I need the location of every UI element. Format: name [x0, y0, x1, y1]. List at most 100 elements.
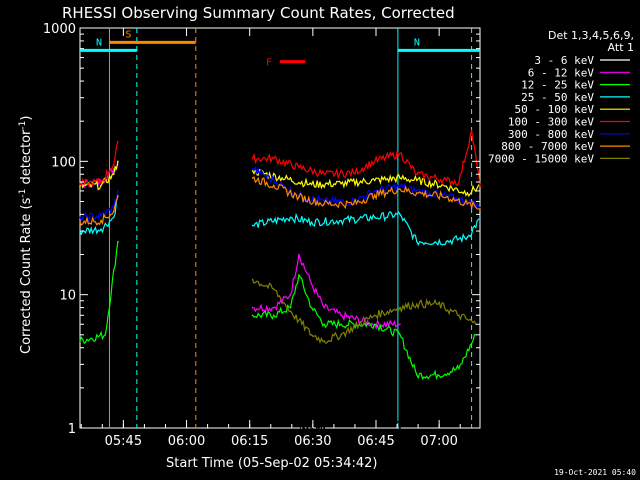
point-100-300-kev-13 — [458, 181, 460, 183]
point-25-50-kev-2 — [112, 216, 115, 219]
point-50-100-kev-5 — [281, 177, 283, 179]
point-800-7000-kev-11 — [416, 192, 418, 194]
point-12-25-kev-12 — [416, 374, 418, 376]
flag-label-n-1: N — [96, 37, 102, 48]
point-12-25-kev-8 — [323, 323, 326, 326]
point-6-12-kev-11 — [399, 323, 401, 326]
point-25-50-kev-12 — [466, 236, 469, 238]
point-300-800-kev-5 — [272, 179, 275, 182]
point-50-100-kev-0 — [79, 185, 81, 188]
point-7000-15000-kev-4 — [323, 340, 326, 342]
point-50-100-kev-10 — [416, 179, 418, 182]
series-line-300-800-kev — [252, 166, 481, 211]
series-line-12-25-kev — [79, 241, 119, 345]
point-25-50-kev-11 — [445, 240, 448, 243]
point-100-300-kev-2 — [112, 163, 115, 166]
y-tick-label-1: 10 — [59, 289, 76, 304]
point-100-300-kev-5 — [272, 157, 275, 160]
state-vertical-lines — [108, 28, 473, 428]
point-100-300-kev-1 — [100, 181, 102, 183]
point-7000-15000-kev-0 — [251, 278, 254, 281]
series-line-6-12-kev — [252, 254, 401, 331]
point-100-300-kev-9 — [373, 160, 376, 163]
point-800-7000-kev-0 — [79, 221, 81, 223]
point-25-50-kev-9 — [399, 213, 401, 216]
point-7000-15000-kev-7 — [399, 306, 401, 309]
point-6-12-kev-5 — [289, 293, 292, 296]
point-300-800-kev-14 — [479, 206, 481, 209]
point-100-300-kev-10 — [399, 152, 401, 155]
y-axis-label-sup2: -1 — [18, 121, 28, 130]
x-tick-label-1: 06:00 — [168, 434, 205, 449]
point-7000-15000-kev-3 — [310, 334, 313, 336]
point-50-100-kev-4 — [251, 169, 254, 172]
point-25-50-kev-6 — [310, 221, 313, 223]
flag-label-n-2: N — [414, 37, 420, 48]
point-7000-15000-kev-8 — [416, 303, 418, 305]
legend-label-3-6-kev: 3 - 6 keV — [534, 54, 594, 67]
point-12-25-kev-9 — [340, 323, 342, 326]
point-12-25-kev-6 — [298, 274, 300, 276]
axis-ticks: 05:45 06:00 06:15 06:30 06:45 07:00 1 10 100 1000 — [43, 22, 480, 449]
series-line-25-50-kev — [79, 195, 119, 236]
series-line-800-7000-kev — [252, 176, 481, 210]
point-100-300-kev-7 — [323, 173, 326, 176]
y-axis-label: Corrected Count Rate (s-1 detector-1) — [18, 116, 34, 354]
series-7000-15000-kev — [251, 278, 477, 345]
point-50-100-kev-6 — [310, 183, 313, 186]
point-7000-15000-kev-9 — [437, 303, 439, 305]
y-tick-label-2: 100 — [51, 155, 76, 170]
point-800-7000-kev-4 — [251, 177, 254, 179]
legend-header-2: Att 1 — [608, 41, 634, 54]
point-100-300-kev-4 — [251, 157, 254, 160]
point-25-50-kev-8 — [373, 216, 376, 219]
x-tick-label-3: 06:30 — [294, 434, 331, 449]
point-50-100-kev-12 — [466, 192, 469, 194]
point-800-7000-kev-6 — [298, 196, 300, 198]
legend-label-50-100-kev: 50 - 100 keV — [515, 103, 595, 116]
series-100-300-kev — [79, 129, 481, 188]
point-25-50-kev-5 — [289, 216, 292, 219]
point-7000-15000-kev-2 — [289, 310, 292, 313]
point-12-25-kev-5 — [289, 306, 292, 309]
point-800-7000-kev-1 — [100, 219, 102, 222]
series-line-300-800-kev — [79, 190, 119, 223]
legend-label-25-50-kev: 25 - 50 keV — [521, 91, 594, 104]
point-12-25-kev-0 — [79, 340, 81, 342]
series-line-3-6-kev — [252, 355, 401, 433]
series-800-7000-kev — [79, 176, 481, 226]
flag-label-s-0: S — [125, 29, 131, 40]
legend-label-100-300-kev: 100 - 300 keV — [508, 116, 594, 129]
point-800-7000-kev-10 — [399, 188, 401, 190]
point-50-100-kev-11 — [445, 185, 448, 188]
point-50-100-kev-7 — [340, 182, 342, 185]
legend-label-12-25-kev: 12 - 25 keV — [521, 79, 594, 92]
point-300-800-kev-11 — [416, 190, 418, 192]
point-3-6-kev-5 — [365, 416, 368, 419]
point-100-300-kev-11 — [416, 173, 418, 176]
point-6-12-kev-8 — [323, 306, 326, 309]
point-3-6-kev-3 — [323, 427, 326, 429]
point-800-7000-kev-9 — [373, 194, 376, 196]
point-12-25-kev-11 — [399, 334, 401, 336]
point-7000-15000-kev-6 — [373, 314, 376, 317]
point-50-100-kev-9 — [399, 177, 401, 179]
y-axis-label-main: Corrected Count Rate (s — [19, 197, 34, 354]
point-100-300-kev-12 — [445, 179, 448, 182]
legend-label-300-800-kev: 300 - 800 keV — [508, 128, 594, 141]
point-12-25-kev-13 — [437, 374, 439, 376]
plot-frame — [79, 27, 481, 429]
state-flags: S N N F — [80, 29, 480, 69]
x-axis-label: Start Time (05-Sep-02 05:34:42) — [166, 456, 377, 471]
point-800-7000-kev-3 — [117, 195, 119, 197]
point-800-7000-kev-7 — [323, 203, 326, 205]
point-800-7000-kev-12 — [445, 196, 448, 198]
x-tick-label-5: 07:00 — [420, 434, 457, 449]
flag-label-f-3: F — [266, 58, 272, 69]
legend-header-1: Det 1,3,4,5,6,9, — [548, 29, 634, 42]
point-800-7000-kev-14 — [479, 208, 481, 210]
series-layer — [79, 129, 481, 433]
point-300-800-kev-3 — [117, 190, 119, 192]
